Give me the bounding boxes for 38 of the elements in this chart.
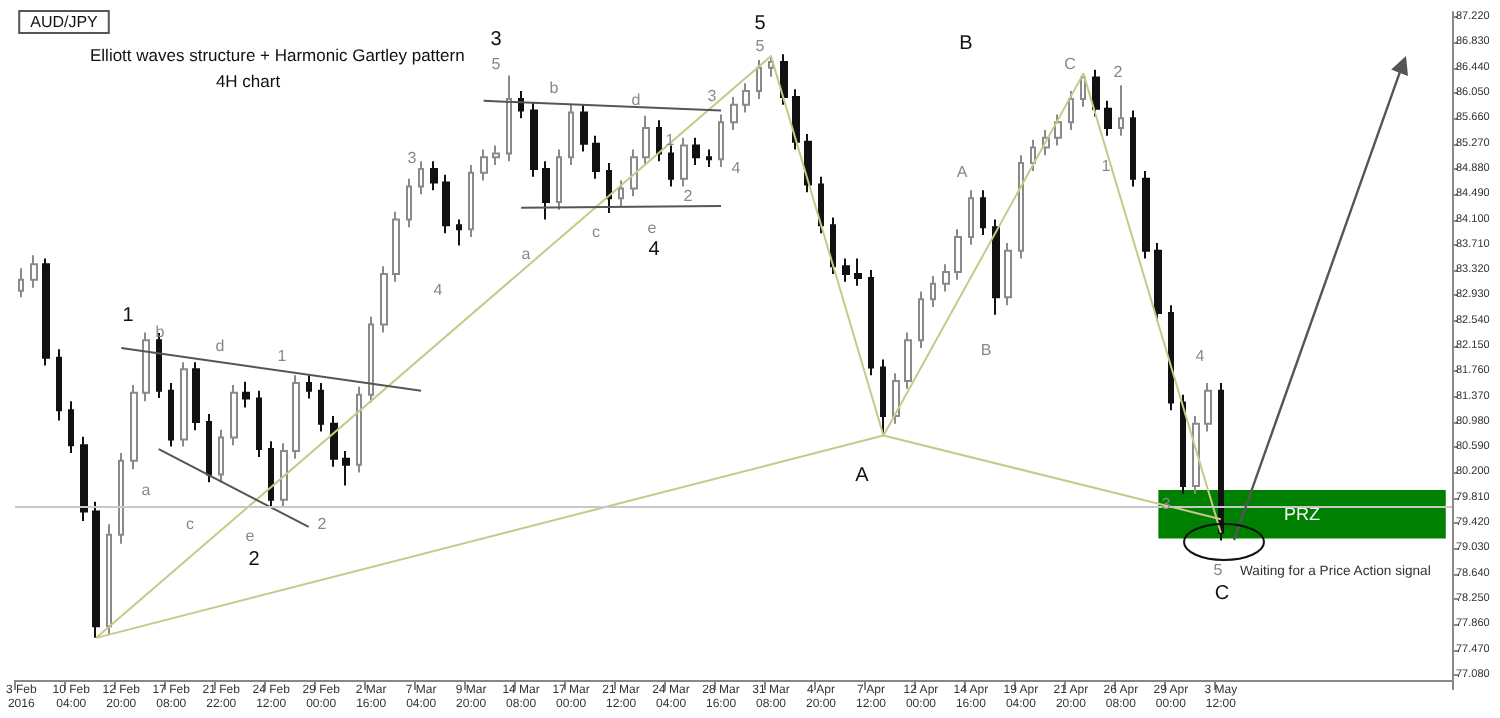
annotation: 4 bbox=[731, 159, 742, 177]
annotation: b bbox=[155, 323, 166, 341]
annotation: B bbox=[959, 33, 974, 55]
annotation: A bbox=[956, 163, 969, 181]
band-label: PRZ bbox=[1284, 504, 1322, 525]
annotation: 3 bbox=[707, 87, 718, 105]
annotation: a bbox=[521, 245, 532, 263]
annotation: 2 bbox=[248, 549, 261, 571]
annotation: 1 bbox=[122, 305, 135, 327]
annotation: 5 bbox=[1213, 561, 1224, 579]
annotation: C bbox=[1214, 583, 1230, 605]
annotation: A bbox=[855, 465, 870, 487]
annotation: 3 bbox=[490, 29, 503, 51]
annotation: C bbox=[1064, 55, 1077, 73]
text: 4H chart bbox=[215, 71, 282, 91]
annotation: 1 bbox=[1101, 157, 1112, 175]
text: Elliott waves structure + Harmonic Gartley pattern bbox=[90, 45, 466, 65]
annotation: 3 bbox=[407, 149, 418, 167]
annotation: e bbox=[647, 219, 658, 237]
annotation: 2 bbox=[1113, 63, 1124, 81]
annotation: a bbox=[141, 481, 152, 499]
annotation: b bbox=[549, 79, 560, 97]
annotation: 1 bbox=[277, 347, 288, 365]
annotation: 4 bbox=[1195, 347, 1206, 365]
annotation: 5 bbox=[755, 37, 766, 55]
annotation: d bbox=[215, 337, 225, 355]
annotation: 2 bbox=[683, 187, 694, 205]
annotation: e bbox=[245, 527, 256, 545]
annotation: 5 bbox=[491, 55, 502, 73]
annotation: 4 bbox=[433, 281, 444, 299]
annotation: d bbox=[631, 91, 641, 109]
annotation: 2 bbox=[317, 515, 328, 533]
annotation: 4 bbox=[648, 239, 661, 261]
annotation: c bbox=[592, 223, 600, 241]
annotation: B bbox=[980, 341, 992, 359]
annotation: c bbox=[186, 515, 194, 533]
annotation: 5 bbox=[754, 13, 767, 35]
annotation: AUD/JPY bbox=[30, 13, 100, 31]
